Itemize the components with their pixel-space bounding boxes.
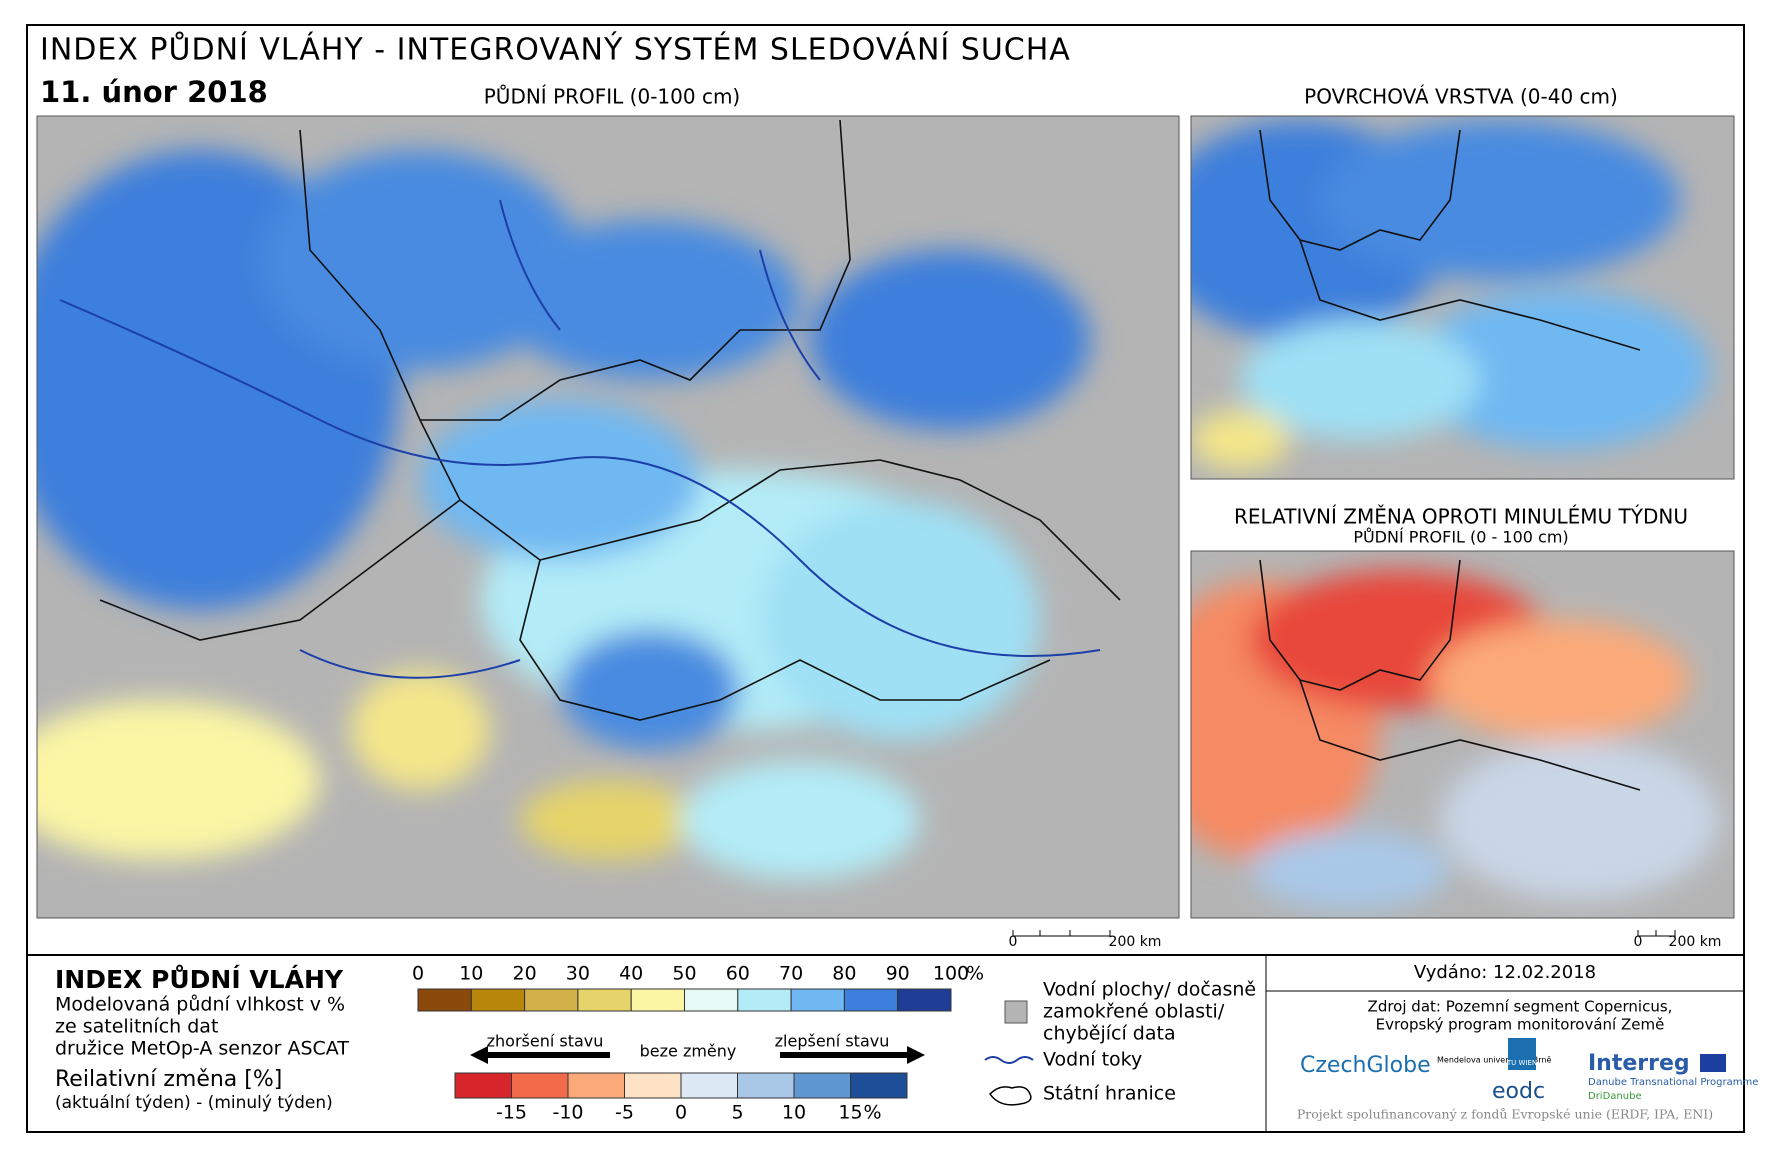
arrow [470,1046,925,1064]
color-box [454,1072,512,1099]
eu-flag [1700,1054,1726,1072]
symbol-label: Státní hranice [1043,1083,1176,1105]
color-box [511,1072,569,1099]
source: Evropský program monitorování Země [1376,1016,1665,1034]
scale-tick-label: -10 [552,1102,583,1124]
scale-tick-label: 20 [513,963,537,985]
legend-text: družice MetOp-A senzor ASCAT [55,1038,349,1060]
color-box [850,1072,908,1099]
logo: eodc [1492,1079,1545,1104]
map-title: RELATIVNÍ ZMĚNA OPROTI MINULÉMU TÝDNU [1234,505,1688,529]
surface-map [1191,116,1734,479]
scale-unit: % [966,963,984,985]
scale-unit: % [863,1102,881,1124]
arrow-label: beze změny [640,1042,737,1061]
color-box [524,988,579,1012]
logo: Mendelova univerzita v Brně [1437,1056,1551,1065]
main-map [37,116,1179,918]
color-box [567,1072,625,1099]
issued: Vydáno: 12.02.2018 [1414,962,1596,983]
color-box [793,1072,851,1099]
color-box [470,988,526,1012]
scale-tick-label: 80 [832,963,856,985]
logo: CzechGlobe [1300,1053,1431,1078]
scale-tick-label: 5 [731,1102,743,1124]
scale-tick-label: -5 [615,1102,634,1124]
symbol-label: chybějící data [1043,1023,1176,1045]
legend-text: (aktuální týden) - (minulý týden) [55,1093,333,1113]
logo: TU WIEN [1506,1059,1537,1067]
scale-label: 0 [1634,934,1643,950]
logo: Danube Transnational Programme [1588,1077,1758,1088]
frame [26,24,1745,1133]
scale-tick-label: 100 [933,963,969,985]
arrow-label: zlepšení stavu [775,1032,890,1051]
scale-tick-label: 0 [412,963,424,985]
color-box [790,988,845,1012]
color-box [843,988,899,1012]
legend-text: Modelovaná půdní vlhkost v % [55,994,345,1016]
logo-shape [1508,1038,1536,1070]
legend-text: ze satelitních dat [55,1016,218,1038]
scale-tick-label: 15 [838,1102,862,1124]
color-box [737,988,792,1012]
arrow-label: zhoršení stavu [487,1032,604,1051]
color-box [897,988,952,1012]
color-box [624,1072,682,1099]
map-subtitle: PŮDNÍ PROFIL (0 - 100 cm) [1353,528,1568,547]
note: Projekt spolufinancovaný z fondů Evropsk… [1297,1107,1713,1122]
scale-label: 0 [1009,934,1018,950]
logo: Interreg [1588,1051,1690,1076]
change-map [1191,551,1734,918]
legend-title: INDEX PŮDNÍ VLÁHY [55,964,344,994]
legend-text: Reilativní změna [%] [55,1067,282,1092]
map-frame [1190,550,1735,919]
scale-tick-label: -15 [496,1102,527,1124]
color-box [684,988,739,1012]
logo: DriDanube [1588,1091,1642,1102]
scale-tick-label: 10 [782,1102,806,1124]
symbol-label: zamokřené oblasti/ [1043,1001,1225,1023]
scale-tick-label: 0 [675,1102,687,1124]
scale-tick-label: 90 [886,963,910,985]
color-box [577,988,632,1012]
map-title: PŮDNÍ PROFIL (0-100 cm) [484,85,740,109]
color-box [737,1072,795,1099]
scale-tick-label: 40 [619,963,643,985]
source: Zdroj dat: Pozemní segment Copernicus, [1368,998,1673,1016]
map-frame [1190,115,1735,480]
color-box [630,988,686,1012]
map-title: POVRCHOVÁ VRSTVA (0-40 cm) [1304,85,1618,109]
color-box [680,1072,738,1099]
scale-tick-label: 50 [672,963,696,985]
map-frame [36,115,1180,919]
scale-tick-label: 60 [726,963,750,985]
symbol-label: Vodní plochy/ dočasně [1043,979,1256,1001]
symbols [984,1000,1034,1106]
scale-tick-label: 30 [566,963,590,985]
title: INDEX PŮDNÍ VLÁHY - INTEGROVANÝ SYSTÉM S… [40,31,1071,68]
scale-tick-label: 10 [459,963,483,985]
date: 11. únor 2018 [40,75,268,109]
scale-bar: 0 200 km 0 200 km [1009,930,1722,950]
symbol-label: Vodní toky [1043,1049,1142,1071]
color-box [417,988,472,1012]
scale-tick-label: 70 [779,963,803,985]
scale-label: 200 km [1109,934,1162,950]
scale-label: 200 km [1669,934,1722,950]
